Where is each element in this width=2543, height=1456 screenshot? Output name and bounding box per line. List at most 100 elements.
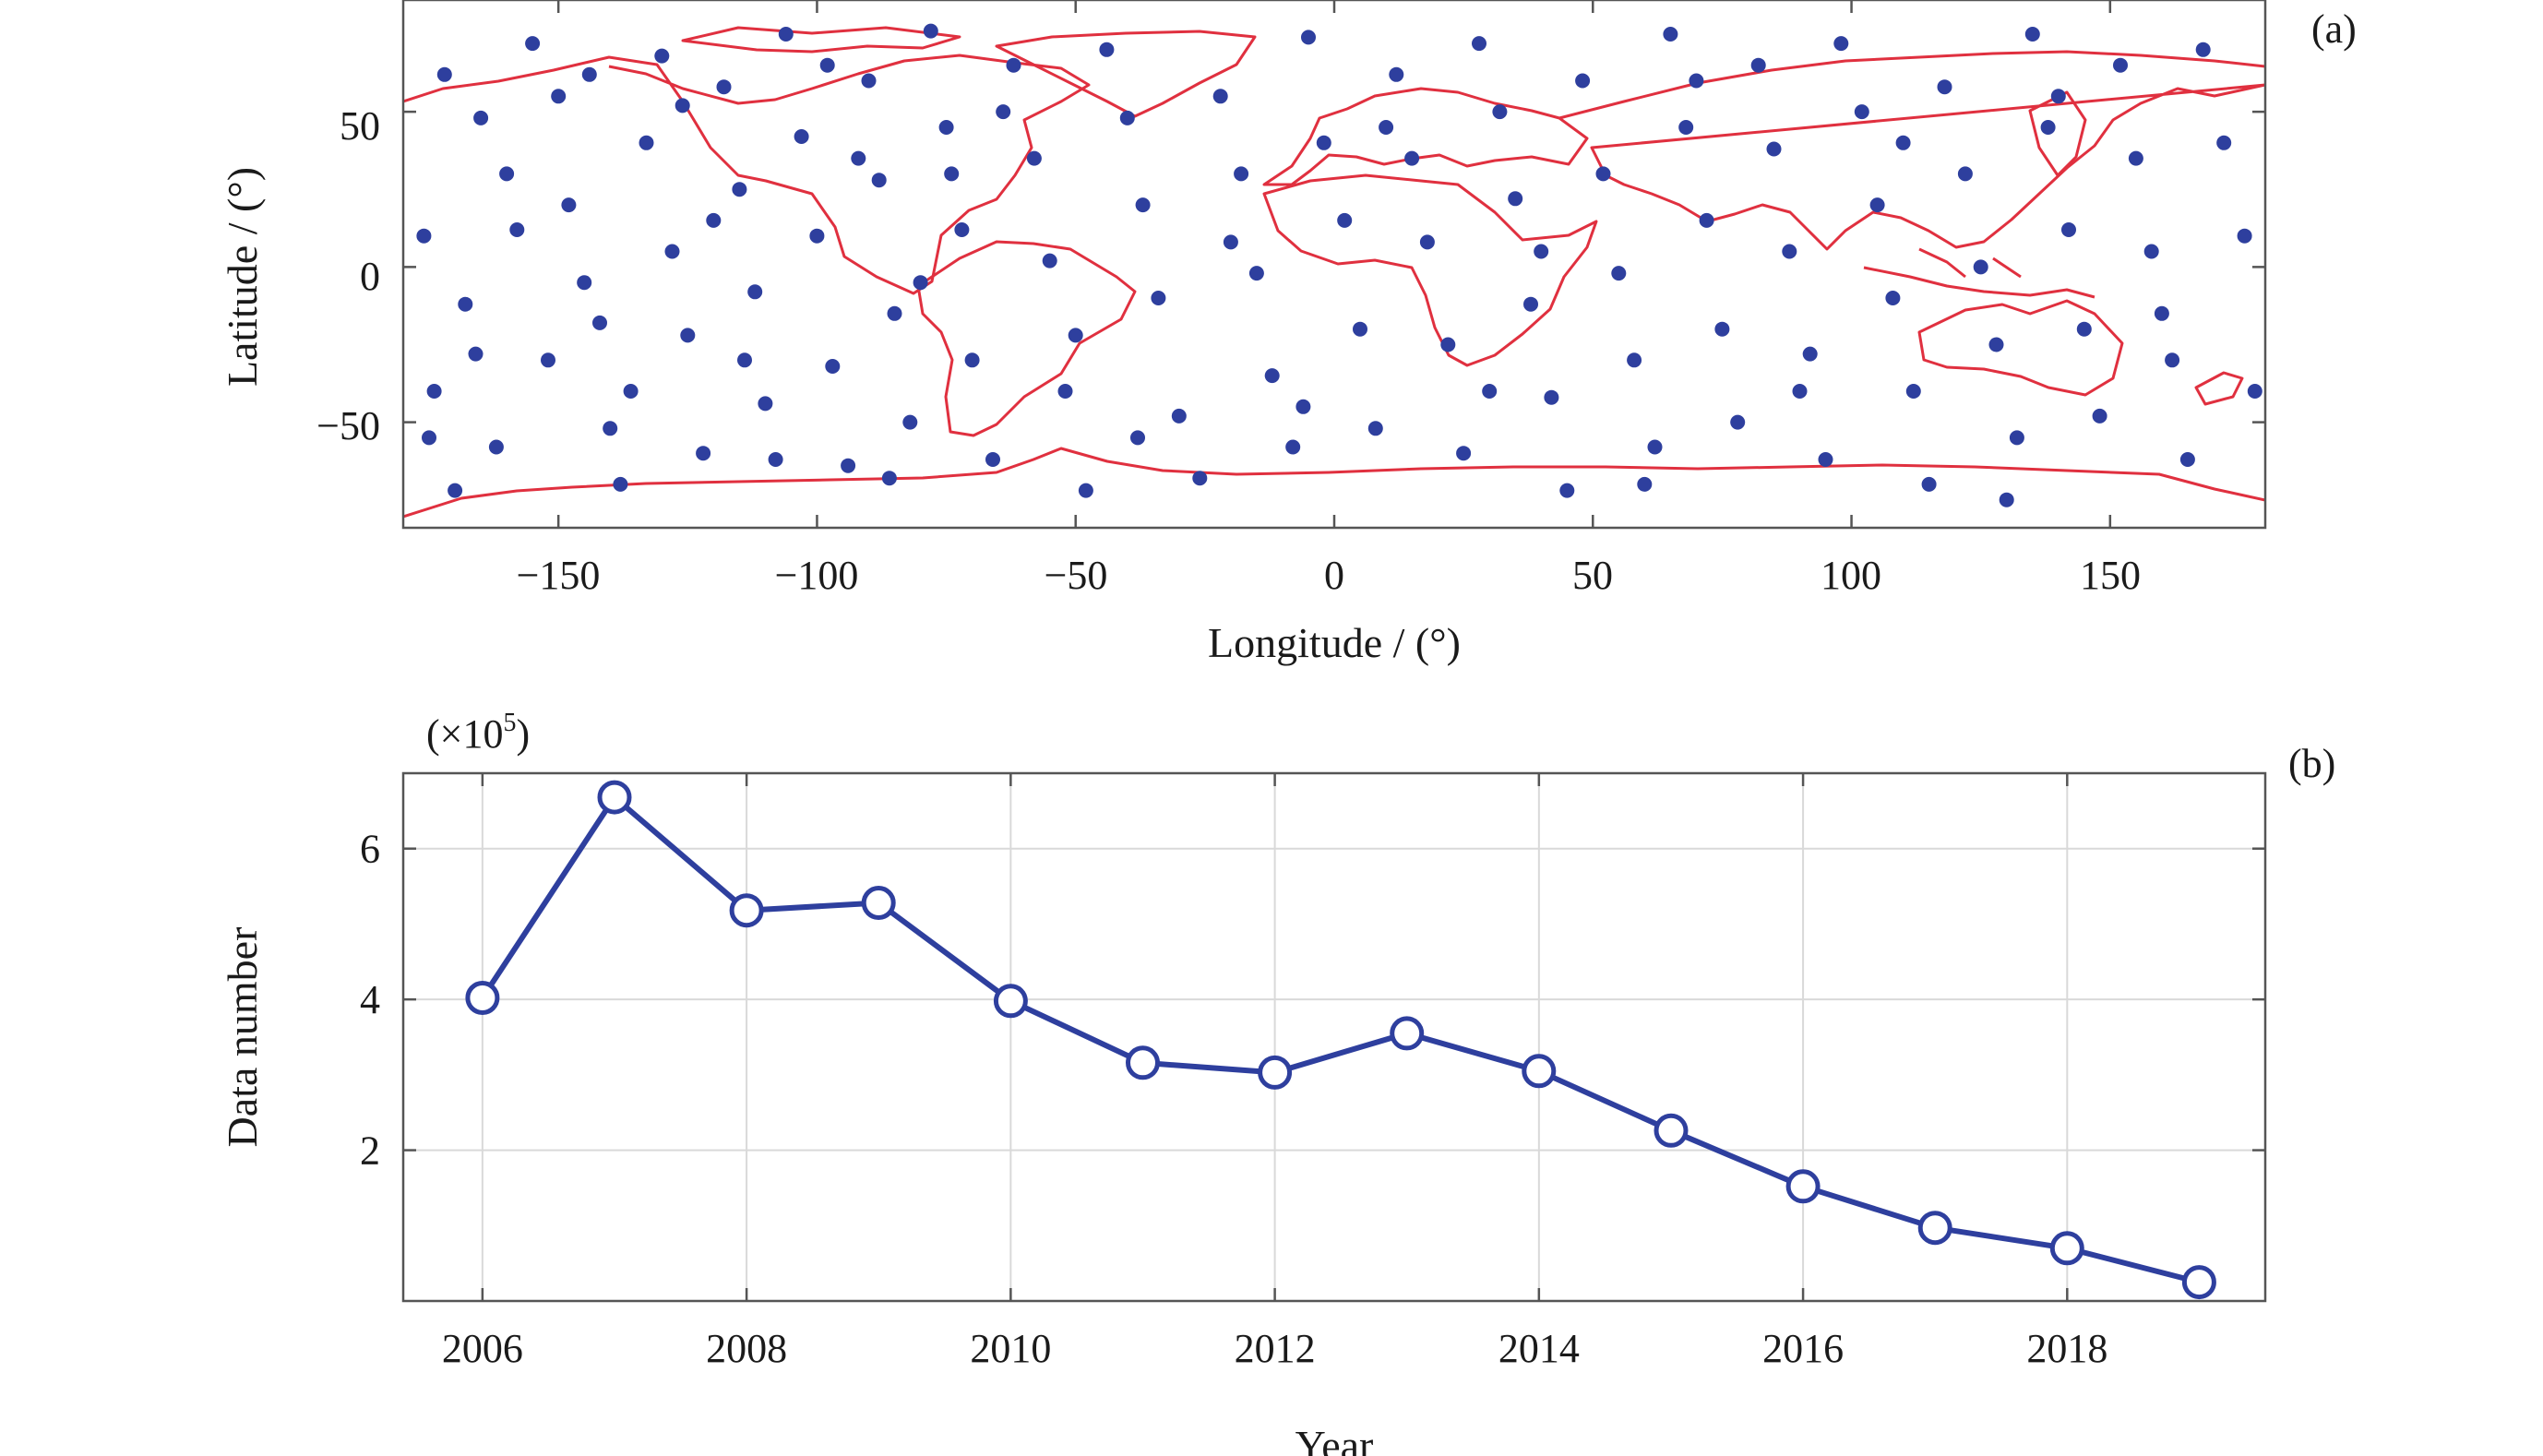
- station-point: [1472, 36, 1486, 52]
- coastline-north-america: [403, 54, 1091, 295]
- station-point: [768, 452, 783, 467]
- station-point: [1611, 266, 1627, 281]
- timeseries-panel: 2006 2008 2010 2012 2014 2016 2018 246 (×105) …: [219, 709, 2335, 1456]
- y-multiplier-close: ): [516, 711, 530, 757]
- station-point: [1234, 166, 1249, 182]
- station-point: [416, 228, 432, 244]
- station-point: [1988, 337, 2004, 352]
- station-point: [499, 166, 515, 182]
- station-point: [1068, 328, 1083, 343]
- station-point: [1099, 42, 1115, 57]
- timeseries-x-axis-label: Year: [1295, 1422, 1374, 1456]
- station-point: [1379, 120, 1394, 135]
- station-point: [809, 228, 825, 244]
- map-ticks: [403, 0, 2265, 528]
- station-point: [696, 446, 711, 461]
- coastline-greenland: [995, 30, 1257, 118]
- station-point: [1223, 234, 1238, 250]
- station-point: [1714, 321, 1730, 337]
- coastline-arctic-islands: [681, 26, 961, 54]
- station-point: [902, 414, 918, 430]
- data-point-marker: [1258, 1055, 1293, 1090]
- station-point: [561, 197, 577, 213]
- station-point: [1854, 104, 1869, 120]
- station-point: [954, 222, 970, 237]
- station-point: [985, 452, 1000, 467]
- station-point: [436, 66, 452, 82]
- station-point: [881, 471, 897, 486]
- data-point-marker: [465, 981, 500, 1015]
- coastline-australia: [1917, 299, 2124, 397]
- station-point: [458, 296, 473, 312]
- station-point: [964, 352, 980, 368]
- station-point: [1534, 244, 1549, 259]
- station-point: [680, 328, 696, 343]
- station-point: [923, 23, 938, 39]
- timeseries-series: [465, 780, 2216, 1300]
- station-point: [1699, 212, 1714, 228]
- timeseries-y-tick-labels: 2 4 6: [360, 827, 380, 1174]
- station-point: [2216, 135, 2232, 150]
- station-point: [1885, 291, 1901, 305]
- station-point: [841, 458, 856, 473]
- data-point-marker: [1654, 1113, 1689, 1148]
- station-point: [623, 384, 639, 399]
- coastline-africa: [1262, 173, 1598, 367]
- station-point: [2040, 120, 2056, 135]
- timeseries-x-tick-label: 2006: [442, 1326, 523, 1371]
- station-point: [996, 104, 1011, 120]
- data-point-marker: [729, 893, 764, 928]
- coastline-new-zealand: [2194, 371, 2244, 406]
- station-point: [1482, 384, 1498, 399]
- map-x-tick-label: 150: [2080, 553, 2141, 598]
- station-point: [913, 275, 928, 291]
- station-point: [422, 430, 436, 446]
- station-point: [1921, 476, 1937, 492]
- panel-label-b: (b): [2288, 741, 2335, 786]
- station-point: [2179, 452, 2195, 467]
- map-x-tick-label: −100: [775, 553, 859, 598]
- station-point: [1869, 197, 1885, 213]
- station-point: [1006, 57, 1021, 73]
- station-point: [1285, 439, 1301, 455]
- station-point: [1248, 266, 1264, 281]
- station-point: [1999, 492, 2014, 507]
- station-point: [473, 110, 489, 125]
- station-point: [1353, 321, 1367, 337]
- station-point: [1135, 197, 1151, 213]
- station-point: [2247, 384, 2262, 399]
- station-point: [1957, 166, 1973, 182]
- station-point: [2009, 430, 2024, 446]
- station-point: [1895, 135, 1911, 150]
- station-point: [1523, 296, 1538, 312]
- station-point: [525, 36, 541, 52]
- timeseries-y-tick-label: 4: [360, 977, 380, 1022]
- station-point: [758, 396, 773, 412]
- data-point-marker: [861, 886, 896, 920]
- station-point: [2165, 352, 2180, 368]
- map-y-tick-labels: 50 0 −50: [316, 103, 380, 448]
- station-point: [737, 352, 752, 368]
- station-point: [1264, 368, 1280, 384]
- timeseries-x-tick-label: 2016: [1762, 1326, 1844, 1371]
- station-point: [603, 421, 618, 436]
- station-point: [664, 244, 680, 259]
- station-point: [2092, 408, 2107, 424]
- y-multiplier-label: (×105): [426, 709, 530, 757]
- station-point: [794, 129, 809, 144]
- timeseries-y-tick-label: 2: [360, 1128, 380, 1174]
- station-point: [825, 359, 841, 374]
- data-point-marker: [1390, 1016, 1425, 1051]
- station-point: [675, 98, 690, 113]
- station-point: [581, 66, 597, 82]
- timeseries-grid: [403, 773, 2265, 1301]
- y-multiplier-base: (×10: [426, 711, 503, 757]
- station-point: [448, 483, 463, 498]
- timeseries-x-tick-label: 2018: [2026, 1326, 2107, 1371]
- station-point: [1818, 452, 1833, 467]
- station-point: [1456, 446, 1472, 461]
- station-point: [1544, 389, 1559, 405]
- station-point: [1301, 30, 1316, 45]
- timeseries-x-tick-label: 2012: [1235, 1326, 1316, 1371]
